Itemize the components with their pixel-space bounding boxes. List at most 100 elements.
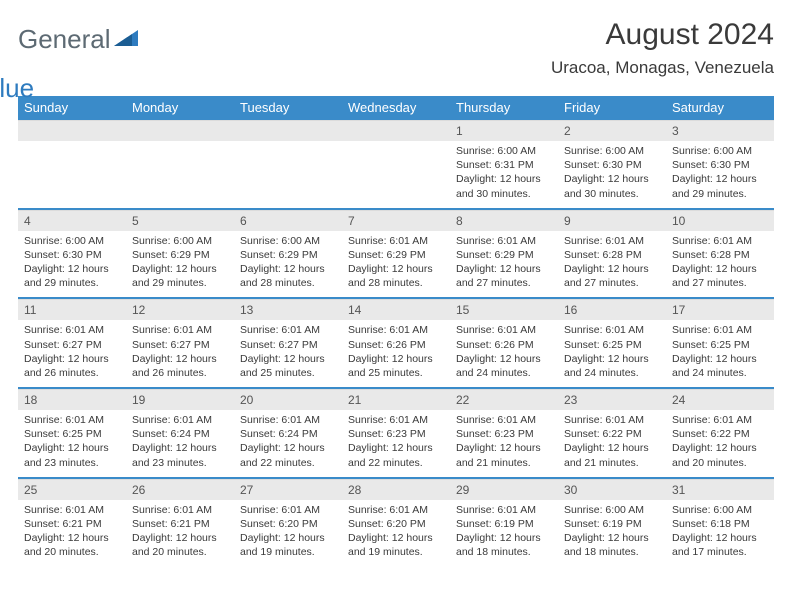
daylight-text: Daylight: 12 hours and 26 minutes. (132, 352, 228, 380)
sunset-text: Sunset: 6:23 PM (348, 427, 444, 441)
sunset-text: Sunset: 6:29 PM (456, 248, 552, 262)
sunset-text: Sunset: 6:30 PM (672, 158, 768, 172)
day-number-row: 25262728293031 (18, 479, 774, 500)
sunset-text: Sunset: 6:26 PM (348, 338, 444, 352)
sunset-text: Sunset: 6:28 PM (672, 248, 768, 262)
day-number-cell: 30 (558, 479, 666, 500)
day-number-cell: 26 (126, 479, 234, 500)
day-detail-cell: Sunrise: 6:01 AMSunset: 6:25 PMDaylight:… (18, 410, 126, 477)
sunset-text: Sunset: 6:25 PM (564, 338, 660, 352)
day-number-cell: 21 (342, 389, 450, 410)
day-detail-cell (18, 141, 126, 208)
location-label: Uracoa, Monagas, Venezuela (551, 58, 774, 78)
day-number-row: 45678910 (18, 210, 774, 231)
daylight-text: Daylight: 12 hours and 19 minutes. (348, 531, 444, 559)
day-number-cell: 24 (666, 389, 774, 410)
sunset-text: Sunset: 6:29 PM (132, 248, 228, 262)
day-detail-cell: Sunrise: 6:01 AMSunset: 6:23 PMDaylight:… (342, 410, 450, 477)
day-number-cell: 11 (18, 299, 126, 320)
daylight-text: Daylight: 12 hours and 25 minutes. (240, 352, 336, 380)
day-detail-row: Sunrise: 6:01 AMSunset: 6:27 PMDaylight:… (18, 320, 774, 387)
daylight-text: Daylight: 12 hours and 25 minutes. (348, 352, 444, 380)
day-detail-cell: Sunrise: 6:01 AMSunset: 6:20 PMDaylight:… (234, 500, 342, 567)
day-detail-cell: Sunrise: 6:01 AMSunset: 6:22 PMDaylight:… (666, 410, 774, 477)
daylight-text: Daylight: 12 hours and 18 minutes. (564, 531, 660, 559)
sunrise-text: Sunrise: 6:01 AM (456, 413, 552, 427)
daylight-text: Daylight: 12 hours and 27 minutes. (456, 262, 552, 290)
day-number-cell: 23 (558, 389, 666, 410)
sunset-text: Sunset: 6:22 PM (564, 427, 660, 441)
calendar-page: General Blue August 2024 Uracoa, Monagas… (0, 0, 792, 566)
daylight-text: Daylight: 12 hours and 24 minutes. (672, 352, 768, 380)
day-detail-cell: Sunrise: 6:01 AMSunset: 6:26 PMDaylight:… (450, 320, 558, 387)
weekday-thursday: Thursday (450, 96, 558, 120)
day-detail-cell: Sunrise: 6:01 AMSunset: 6:25 PMDaylight:… (666, 320, 774, 387)
day-detail-row: Sunrise: 6:01 AMSunset: 6:21 PMDaylight:… (18, 500, 774, 567)
day-detail-row: Sunrise: 6:01 AMSunset: 6:25 PMDaylight:… (18, 410, 774, 477)
sunset-text: Sunset: 6:20 PM (348, 517, 444, 531)
sunset-text: Sunset: 6:27 PM (132, 338, 228, 352)
sunrise-text: Sunrise: 6:01 AM (456, 503, 552, 517)
sunrise-text: Sunrise: 6:01 AM (240, 323, 336, 337)
day-number-cell: 7 (342, 210, 450, 231)
month-title: August 2024 (551, 18, 774, 52)
day-number-cell: 14 (342, 299, 450, 320)
day-detail-cell: Sunrise: 6:00 AMSunset: 6:18 PMDaylight:… (666, 500, 774, 567)
sunrise-text: Sunrise: 6:01 AM (348, 234, 444, 248)
day-detail-cell: Sunrise: 6:01 AMSunset: 6:28 PMDaylight:… (666, 231, 774, 298)
daylight-text: Daylight: 12 hours and 20 minutes. (24, 531, 120, 559)
day-number-cell: 17 (666, 299, 774, 320)
daylight-text: Daylight: 12 hours and 21 minutes. (456, 441, 552, 469)
daylight-text: Daylight: 12 hours and 27 minutes. (672, 262, 768, 290)
daylight-text: Daylight: 12 hours and 19 minutes. (240, 531, 336, 559)
sunrise-text: Sunrise: 6:01 AM (348, 323, 444, 337)
day-number-cell: 16 (558, 299, 666, 320)
day-number-cell: 12 (126, 299, 234, 320)
sunrise-text: Sunrise: 6:00 AM (240, 234, 336, 248)
day-detail-cell: Sunrise: 6:01 AMSunset: 6:29 PMDaylight:… (450, 231, 558, 298)
day-number-cell (126, 120, 234, 141)
weekday-tuesday: Tuesday (234, 96, 342, 120)
header-row: General Blue August 2024 Uracoa, Monagas… (18, 18, 774, 86)
daylight-text: Daylight: 12 hours and 26 minutes. (24, 352, 120, 380)
sunrise-text: Sunrise: 6:01 AM (564, 413, 660, 427)
brand-triangle-icon (114, 24, 140, 55)
day-detail-cell: Sunrise: 6:01 AMSunset: 6:20 PMDaylight:… (342, 500, 450, 567)
day-detail-row: Sunrise: 6:00 AMSunset: 6:30 PMDaylight:… (18, 231, 774, 298)
day-detail-cell: Sunrise: 6:01 AMSunset: 6:26 PMDaylight:… (342, 320, 450, 387)
day-detail-cell: Sunrise: 6:01 AMSunset: 6:28 PMDaylight:… (558, 231, 666, 298)
day-detail-cell: Sunrise: 6:00 AMSunset: 6:30 PMDaylight:… (18, 231, 126, 298)
day-number-cell: 20 (234, 389, 342, 410)
sunset-text: Sunset: 6:29 PM (240, 248, 336, 262)
sunset-text: Sunset: 6:28 PM (564, 248, 660, 262)
day-number-cell: 15 (450, 299, 558, 320)
daylight-text: Daylight: 12 hours and 20 minutes. (132, 531, 228, 559)
day-detail-cell: Sunrise: 6:01 AMSunset: 6:21 PMDaylight:… (18, 500, 126, 567)
daylight-text: Daylight: 12 hours and 29 minutes. (132, 262, 228, 290)
title-block: August 2024 Uracoa, Monagas, Venezuela (551, 18, 774, 78)
sunrise-text: Sunrise: 6:00 AM (564, 503, 660, 517)
day-number-cell (18, 120, 126, 141)
day-number-cell: 8 (450, 210, 558, 231)
sunset-text: Sunset: 6:30 PM (564, 158, 660, 172)
sunrise-text: Sunrise: 6:01 AM (132, 323, 228, 337)
weekday-monday: Monday (126, 96, 234, 120)
daylight-text: Daylight: 12 hours and 17 minutes. (672, 531, 768, 559)
sunrise-text: Sunrise: 6:01 AM (24, 413, 120, 427)
sunset-text: Sunset: 6:19 PM (564, 517, 660, 531)
sunset-text: Sunset: 6:23 PM (456, 427, 552, 441)
sunset-text: Sunset: 6:24 PM (132, 427, 228, 441)
day-number-cell: 1 (450, 120, 558, 141)
day-number-cell: 2 (558, 120, 666, 141)
sunrise-text: Sunrise: 6:00 AM (672, 144, 768, 158)
day-detail-cell: Sunrise: 6:01 AMSunset: 6:23 PMDaylight:… (450, 410, 558, 477)
weeks-container: 1 23 Sunrise: 6:00 AMSunset: 6:31 PMDaylig… (18, 120, 774, 566)
day-number-cell: 5 (126, 210, 234, 231)
daylight-text: Daylight: 12 hours and 20 minutes. (672, 441, 768, 469)
daylight-text: Daylight: 12 hours and 28 minutes. (348, 262, 444, 290)
sunrise-text: Sunrise: 6:01 AM (24, 503, 120, 517)
day-detail-cell: Sunrise: 6:00 AMSunset: 6:31 PMDaylight:… (450, 141, 558, 208)
sunrise-text: Sunrise: 6:01 AM (564, 323, 660, 337)
daylight-text: Daylight: 12 hours and 21 minutes. (564, 441, 660, 469)
daylight-text: Daylight: 12 hours and 28 minutes. (240, 262, 336, 290)
